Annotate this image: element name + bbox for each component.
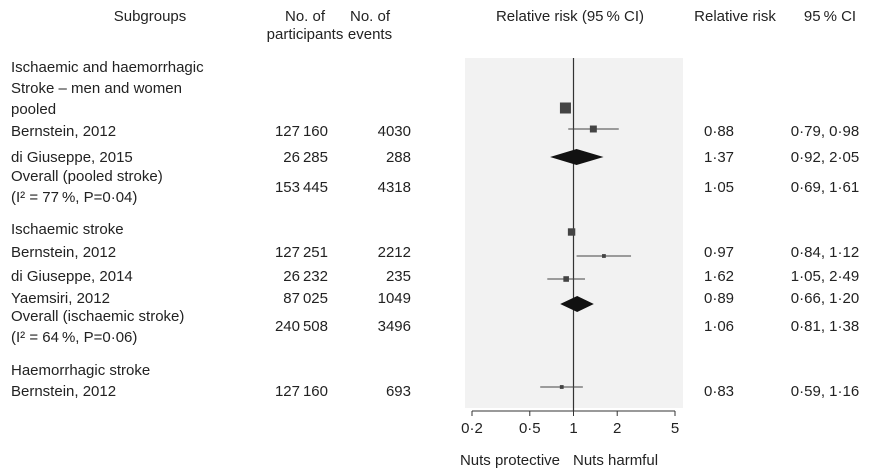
point-estimate-square bbox=[563, 276, 569, 282]
study-label: di Giuseppe, 2014 bbox=[11, 268, 133, 285]
group-title-pooled-line2: Stroke – men and women bbox=[11, 80, 182, 97]
rr-value: 0·97 bbox=[703, 244, 735, 261]
point-estimate-square bbox=[602, 254, 606, 258]
header-participants-line1: No. of bbox=[284, 8, 326, 25]
ci-value: 1·05, 2·49 bbox=[790, 268, 860, 285]
events-value: 4318 bbox=[377, 179, 411, 196]
group-title-pooled-line3: pooled bbox=[11, 101, 57, 118]
point-estimate-square bbox=[559, 102, 571, 114]
x-tick-label: 5 bbox=[671, 420, 679, 437]
ci-value: 0·59, 1·16 bbox=[790, 383, 860, 400]
x-tick-label: 1 bbox=[569, 420, 577, 437]
ci-value: 0·84, 1·12 bbox=[790, 244, 860, 261]
x-tick-label: 2 bbox=[613, 420, 621, 437]
ci-value: 0·79, 0·98 bbox=[790, 123, 860, 140]
participants-value: 87 025 bbox=[283, 290, 328, 307]
group-title-pooled-line1: Ischaemic and haemorrhagic bbox=[11, 59, 204, 76]
point-estimate-square bbox=[559, 385, 564, 389]
x-label-harmful: Nuts harmful bbox=[573, 452, 658, 469]
participants-value: 240 508 bbox=[274, 318, 328, 335]
rr-value: 1·37 bbox=[703, 149, 735, 166]
participants-value: 26 285 bbox=[283, 149, 328, 166]
rr-value: 0·89 bbox=[703, 290, 735, 307]
study-label: Yaemsiri, 2012 bbox=[11, 290, 110, 307]
x-ticks: 0·2 0·5 1 2 5 bbox=[461, 411, 679, 437]
group-title-haemorrhagic: Haemorrhagic stroke bbox=[11, 362, 151, 379]
events-value: 1049 bbox=[377, 290, 411, 307]
study-label: Bernstein, 2012 bbox=[11, 123, 117, 140]
overall-label: Overall (pooled stroke) bbox=[11, 168, 163, 185]
group-title-ischaemic: Ischaemic stroke bbox=[11, 221, 124, 238]
x-tick-label: 0·2 bbox=[461, 420, 483, 437]
events-value: 693 bbox=[385, 383, 411, 400]
rr-value: 1·62 bbox=[703, 268, 735, 285]
study-label: di Giuseppe, 2015 bbox=[11, 149, 133, 166]
ci-value: 0·81, 1·38 bbox=[790, 318, 860, 335]
rr-value: 1·06 bbox=[703, 318, 735, 335]
participants-value: 127 160 bbox=[274, 383, 328, 400]
rr-value: 0·88 bbox=[703, 123, 735, 140]
overall-label: Overall (ischaemic stroke) bbox=[11, 308, 185, 325]
rr-value: 1·05 bbox=[703, 179, 735, 196]
heterogeneity-label: (I² = 64 %, P=0·06) bbox=[11, 329, 138, 346]
ci-value: 0·66, 1·20 bbox=[790, 290, 860, 307]
participants-value: 127 160 bbox=[274, 123, 328, 140]
summary-diamond bbox=[550, 149, 604, 165]
study-label: Bernstein, 2012 bbox=[11, 383, 117, 400]
point-estimate-square bbox=[567, 228, 576, 236]
summary-diamond bbox=[560, 296, 594, 312]
header-events-line2: events bbox=[347, 26, 393, 43]
header-ci: 95 % CI bbox=[803, 8, 857, 25]
ci-value: 0·69, 1·61 bbox=[790, 179, 860, 196]
participants-value: 153 445 bbox=[274, 179, 328, 196]
participants-value: 127 251 bbox=[274, 244, 328, 261]
x-label-protective: Nuts protective bbox=[460, 452, 560, 469]
events-value: 2212 bbox=[377, 244, 411, 261]
header-participants-line2: participants bbox=[266, 26, 344, 43]
header-subgroups: Subgroups bbox=[113, 8, 187, 25]
x-tick-label: 0·5 bbox=[519, 420, 541, 437]
events-value: 4030 bbox=[377, 123, 411, 140]
header-plot: Relative risk (95 % CI) bbox=[495, 8, 645, 25]
events-value: 235 bbox=[385, 268, 411, 285]
header-rr: Relative risk bbox=[694, 8, 776, 25]
heterogeneity-label: (I² = 77 %, P=0·04) bbox=[11, 189, 138, 206]
study-label: Bernstein, 2012 bbox=[11, 244, 117, 261]
point-estimate-square bbox=[589, 125, 597, 133]
ci-value: 0·92, 2·05 bbox=[790, 149, 860, 166]
participants-value: 26 232 bbox=[283, 268, 328, 285]
events-value: 288 bbox=[385, 149, 411, 166]
rr-value: 0·83 bbox=[703, 383, 735, 400]
header-events-line1: No. of bbox=[349, 8, 391, 25]
markers bbox=[540, 102, 632, 389]
events-value: 3496 bbox=[377, 318, 411, 335]
